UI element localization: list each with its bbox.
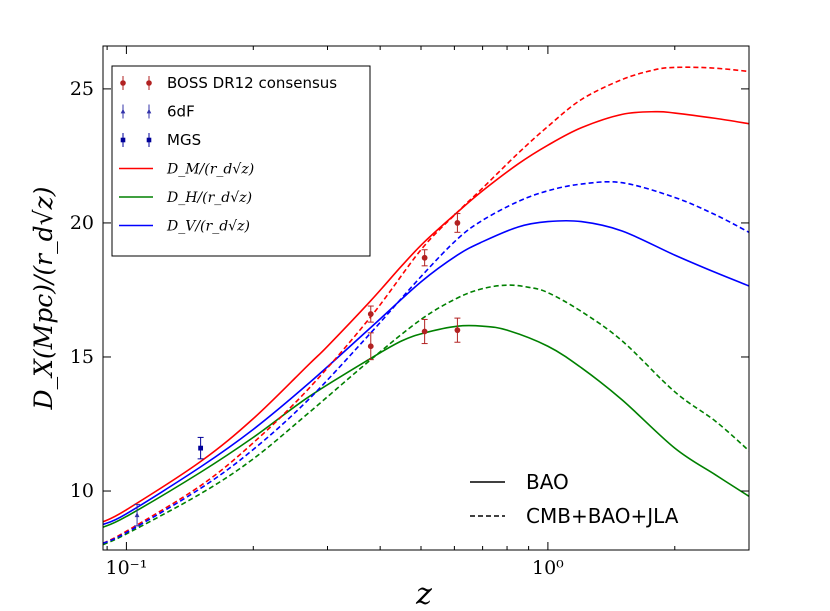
data-point-o: [454, 327, 461, 334]
series-line-dashed-dv: [103, 181, 749, 545]
series-line-dashed-dm: [103, 66, 749, 545]
legend-marker: [120, 137, 126, 143]
data-point-^: [134, 512, 140, 518]
legend-marker: [120, 80, 126, 86]
linestyle-label: BAO: [526, 470, 569, 494]
series-line-dashed-dh: [103, 284, 749, 546]
data-point-s: [198, 445, 204, 451]
data-point-o: [421, 328, 428, 335]
data-point-o: [421, 254, 428, 261]
legend-label: 6dF: [167, 103, 195, 121]
linestyle-label: CMB+BAO+JLA: [526, 504, 679, 528]
data-point-o: [454, 220, 461, 226]
legend-box: [111, 65, 371, 257]
legend-label: BOSS DR12 consensus: [167, 74, 337, 92]
legend-label: MGS: [167, 131, 201, 149]
legend-label: D_V/(r_d√z): [166, 219, 250, 235]
y-tick-label: 20: [70, 212, 94, 234]
plot-frame: [102, 45, 750, 551]
series-line-solid-dv: [103, 219, 749, 526]
legend: BOSS DR12 consensus 6dF MGS D_M/(r_d√z) D_H/…: [111, 65, 371, 257]
axis-ticks: 10 15 20 25 10⁻¹ 10⁰: [70, 46, 750, 579]
legend-marker: [146, 108, 152, 114]
y-tick-label: 10: [70, 480, 94, 502]
data-point-o: [367, 343, 374, 350]
x-tick-label: 10⁻¹: [105, 557, 147, 579]
legend-marker: [120, 108, 126, 114]
data-point-o: [367, 311, 374, 317]
markers-layer: [134, 213, 461, 527]
curves-layer: [103, 66, 749, 546]
axis-labels: z D_X(Mpc)/(r_d√z): [29, 187, 432, 611]
y-tick-label: 15: [70, 346, 94, 368]
series-line-solid-dh: [103, 324, 749, 528]
y-axis-label: D_X(Mpc)/(r_d√z): [29, 187, 58, 411]
x-tick-label: 10⁰: [532, 557, 564, 579]
y-tick-label: 25: [70, 78, 94, 100]
legend-label: D_M/(r_d√z): [166, 162, 254, 178]
linestyle-legend: BAO CMB+BAO+JLA: [470, 470, 679, 528]
legend-marker: [146, 80, 152, 86]
legend-label: D_H/(r_d√z): [166, 190, 252, 206]
legend-marker: [146, 137, 152, 143]
x-axis-label: z: [415, 577, 432, 611]
